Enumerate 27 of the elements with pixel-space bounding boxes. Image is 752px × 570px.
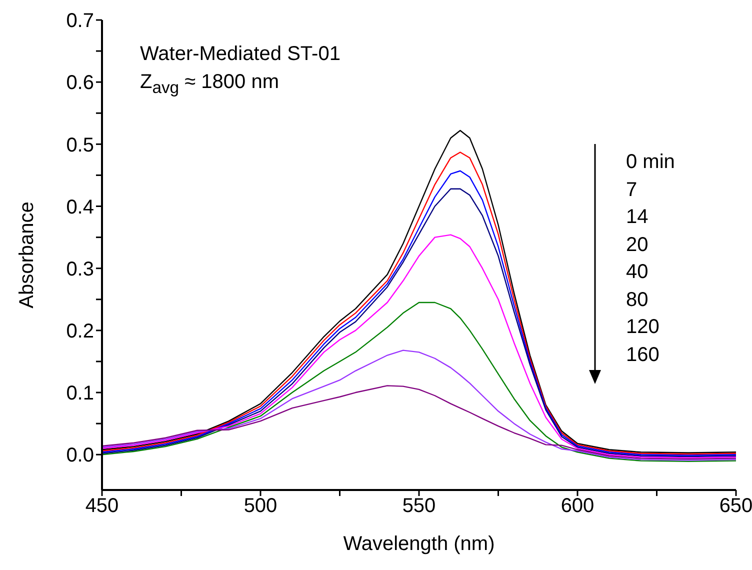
annotation: Z$_{avg}$ ≈ 1800 nm — [140, 70, 280, 99]
x-axis-title: Wavelength (nm) — [343, 533, 495, 555]
y-tick-label: 0.6 — [66, 72, 94, 94]
x-tick-label: 500 — [244, 495, 278, 518]
y-tick-label: 0.1 — [66, 382, 94, 405]
x-tick-label: 550 — [402, 495, 436, 518]
y-tick-label: 0.7 — [66, 10, 94, 32]
y-tick-label: 0.2 — [66, 320, 94, 343]
y-tick-label: 0.3 — [66, 258, 94, 280]
x-tick-label: 600 — [560, 495, 594, 518]
annotation: 7 — [626, 178, 638, 202]
annotation: Water-Mediated ST-01 — [140, 42, 340, 67]
annotation: 120 — [626, 315, 660, 340]
annotation: 160 — [626, 342, 660, 368]
y-tick-label: 0.5 — [66, 134, 94, 156]
line-series — [102, 234, 736, 458]
annotation: 14 — [626, 205, 650, 230]
annotation: 80 — [626, 288, 650, 312]
line-series — [102, 385, 736, 460]
y-tick-label: 0.4 — [66, 196, 94, 218]
annotation: 40 — [626, 260, 650, 285]
annotation: 0 min — [626, 150, 675, 175]
x-tick-label: 650 — [719, 495, 752, 518]
annotation: 20 — [626, 232, 650, 258]
y-axis-title: Absorbance — [16, 202, 38, 308]
x-tick-label: 450 — [85, 495, 119, 518]
y-tick-label: 0.0 — [66, 444, 94, 467]
